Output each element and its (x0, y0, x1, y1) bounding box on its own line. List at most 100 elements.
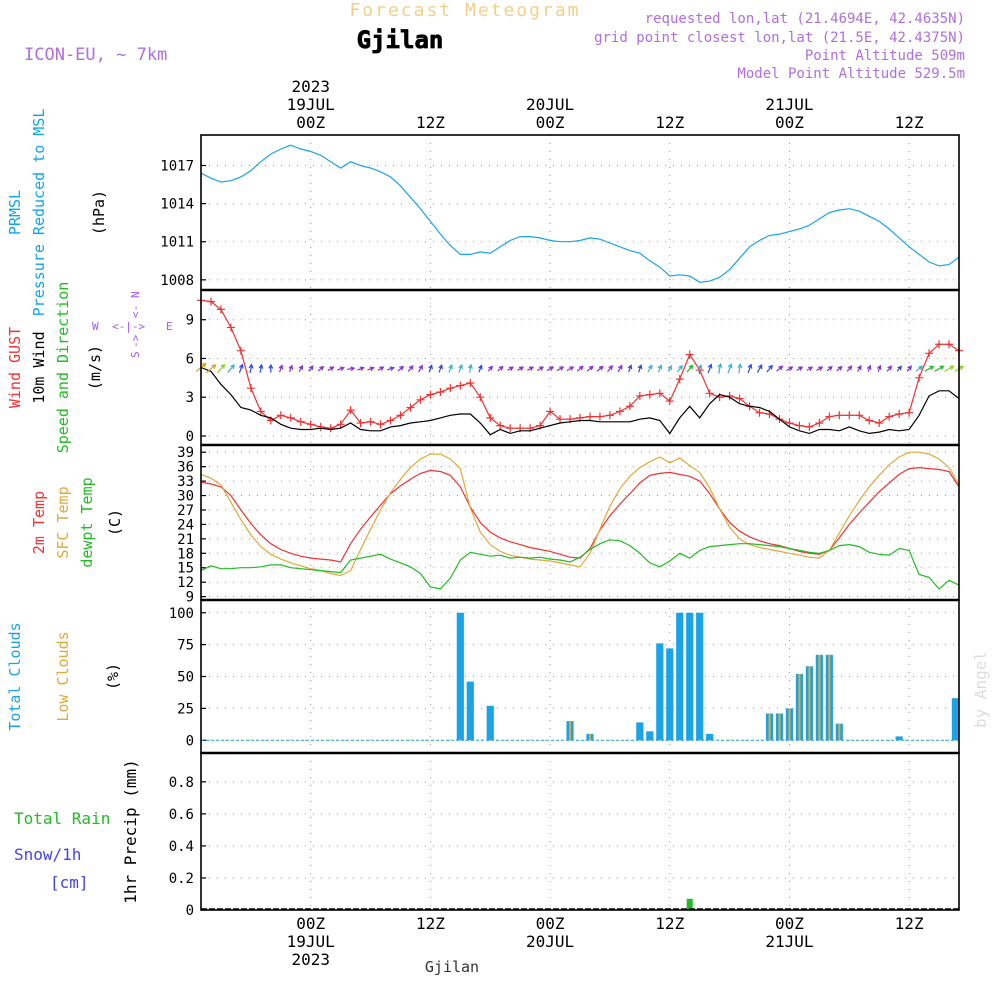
wind-arrow (289, 366, 293, 372)
panel-frame (201, 600, 959, 753)
gust-marker (905, 409, 913, 417)
top-time-label: 20JUL (526, 95, 574, 114)
panel-precip: 00.20.40.60.8Total RainSnow/1h[cm] 1hr Pr… (14, 753, 959, 919)
compass-legend: N<-W <-|-> E->S (92, 291, 173, 358)
axis-label: (m/s) (86, 345, 104, 390)
gust-marker (865, 416, 873, 424)
wind-arrow (468, 365, 472, 373)
wind-arrow (279, 365, 283, 372)
total-cloud-bar (646, 731, 653, 740)
total-cloud-bar (676, 613, 683, 741)
y-tick-label: 1011 (160, 235, 194, 251)
gust-marker (915, 374, 923, 382)
compass-e: E (166, 320, 173, 333)
y-tick-label: 9 (186, 313, 194, 329)
wind-arrow (648, 365, 652, 372)
wind-arrow (935, 366, 944, 371)
low-cloud-bar (838, 724, 840, 741)
total-cloud-bar (952, 698, 959, 740)
gust-marker (686, 351, 694, 359)
wind-arrow (708, 365, 712, 373)
wind-arrow (378, 367, 384, 370)
axis-label: (C) (106, 509, 124, 536)
wind-arrow (597, 366, 603, 371)
gust-marker (895, 410, 903, 418)
panels: 1008101110141017PRMSL Pressure Reduced to… (6, 109, 963, 919)
wind-arrow (347, 367, 354, 371)
axis-label: (hPa) (90, 190, 108, 235)
wind-arrow (577, 366, 583, 371)
gust-marker (606, 411, 614, 419)
wind-arrow (786, 367, 792, 370)
wind-arrow (498, 367, 503, 371)
top-time-label: 19JUL (287, 95, 335, 114)
axis-label: PRMSL (6, 190, 24, 235)
y-tick-label: 39 (177, 445, 194, 461)
precip-axis-label: 1hr Precip (mm) (121, 759, 140, 904)
y-tick-label: 9 (186, 590, 194, 606)
series-line (201, 468, 959, 562)
bottom-time-label: 20JUL (526, 932, 574, 951)
axis-label: Low Clouds (54, 631, 72, 721)
y-tick-label: 100 (169, 606, 194, 622)
panel-pressure: 1008 1011 1014 1017 PRMSL Pressure Reduced to… (6, 109, 959, 317)
gust-marker (835, 411, 843, 419)
wind-arrow (916, 366, 922, 371)
y-tick-label: 18 (177, 546, 194, 562)
low-cloud-bar (828, 655, 830, 740)
wind-arrow (807, 367, 812, 370)
faded-title: Forecast Meteogram (349, 0, 580, 21)
y-tick-label: 6 (186, 351, 194, 367)
axis-label: 10m Wind (30, 331, 48, 403)
y-tick-label: 25 (177, 701, 194, 717)
top-time-label: 00Z (296, 113, 325, 132)
wind-arrow (738, 364, 742, 373)
model-altitude: Model Point Altitude 529.5m (737, 66, 965, 82)
gust-marker (945, 340, 953, 348)
top-time-axis: 202319JUL00Z 12Z20JUL00Z 12Z21JUL00Z 12Z (287, 77, 924, 132)
bottom-time-label: 2023 (291, 950, 330, 969)
bottom-time-label: 12Z (416, 914, 445, 933)
watermark: by Angel (971, 651, 990, 728)
y-tick-label: 33 (177, 474, 194, 490)
wind-arrow (419, 366, 423, 372)
snow-label: Snow/1h (14, 845, 81, 864)
y-tick-label: 0 (186, 903, 194, 919)
wind-arrow (239, 365, 243, 373)
gust-marker (795, 422, 803, 430)
top-time-label: 12Z (895, 113, 924, 132)
wind-arrow (217, 365, 224, 373)
wind-arrow (228, 365, 234, 373)
wind-arrow (628, 365, 632, 372)
gust-marker (785, 419, 793, 427)
wind-arrow (797, 367, 803, 370)
wind-arrow (368, 367, 374, 371)
footer-location: Gjilan (425, 958, 479, 976)
y-tick-label: 0 (186, 429, 194, 445)
wind-arrow (887, 366, 891, 371)
gust-marker (596, 413, 604, 421)
location-title: Gjilan (357, 26, 444, 54)
wind-arrow (478, 365, 482, 372)
gust-marker (446, 384, 454, 392)
y-tick-label: 75 (177, 638, 194, 654)
axis-label: SFC Temp (54, 486, 72, 558)
gust-marker (436, 388, 444, 396)
axis-label: Wind GUST (6, 327, 24, 408)
gust-marker (845, 411, 853, 419)
low-cloud-bar (798, 674, 800, 740)
y-tick-label: 1008 (160, 273, 194, 289)
wind-arrow (837, 367, 842, 371)
gust-marker (805, 423, 813, 431)
compass-w: W (92, 320, 99, 333)
wind-arrow (608, 366, 613, 372)
panel-temperature: 9121518212427303336392m Temp SFC Temp dewp… (30, 445, 959, 606)
model-label: ICON-EU, ~ 7km (24, 45, 167, 65)
wind-arrow (449, 365, 453, 372)
wind-arrow (337, 367, 343, 371)
y-tick-label: 15 (177, 561, 194, 577)
gust-marker (885, 413, 893, 421)
gust-marker (676, 375, 684, 383)
wind-arrow (507, 367, 512, 370)
